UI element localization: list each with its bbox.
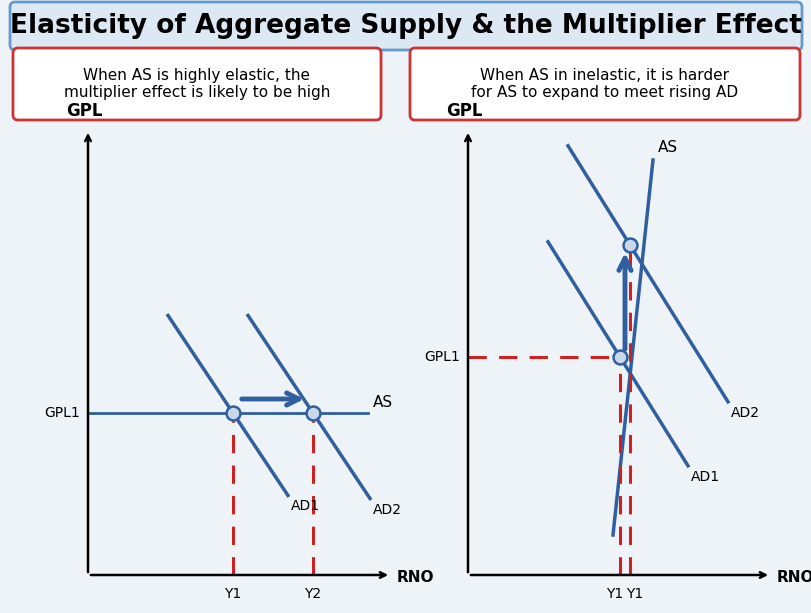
Text: When AS in inelastic, it is harder
for AS to expand to meet rising AD: When AS in inelastic, it is harder for A…	[471, 68, 738, 100]
Text: Y2: Y2	[304, 587, 321, 601]
Text: GPL1: GPL1	[423, 350, 460, 364]
FancyBboxPatch shape	[410, 48, 799, 120]
Text: AS: AS	[372, 395, 393, 410]
Text: Y1: Y1	[625, 587, 643, 601]
Text: Y1: Y1	[606, 587, 623, 601]
Text: GPL1: GPL1	[44, 406, 80, 420]
Text: When AS is highly elastic, the
multiplier effect is likely to be high: When AS is highly elastic, the multiplie…	[64, 68, 330, 100]
Text: RNO: RNO	[397, 569, 434, 585]
Text: GPL: GPL	[445, 102, 482, 120]
Text: AD2: AD2	[730, 406, 759, 420]
Text: AS: AS	[657, 140, 677, 155]
Text: RNO: RNO	[776, 569, 811, 585]
Text: AD1: AD1	[690, 470, 719, 484]
Text: Elasticity of Aggregate Supply & the Multiplier Effect: Elasticity of Aggregate Supply & the Mul…	[10, 13, 801, 39]
FancyBboxPatch shape	[10, 2, 801, 50]
Text: AD2: AD2	[372, 503, 401, 517]
Text: AD1: AD1	[290, 500, 320, 514]
FancyBboxPatch shape	[13, 48, 380, 120]
Text: Y1: Y1	[224, 587, 242, 601]
Text: GPL: GPL	[66, 102, 102, 120]
